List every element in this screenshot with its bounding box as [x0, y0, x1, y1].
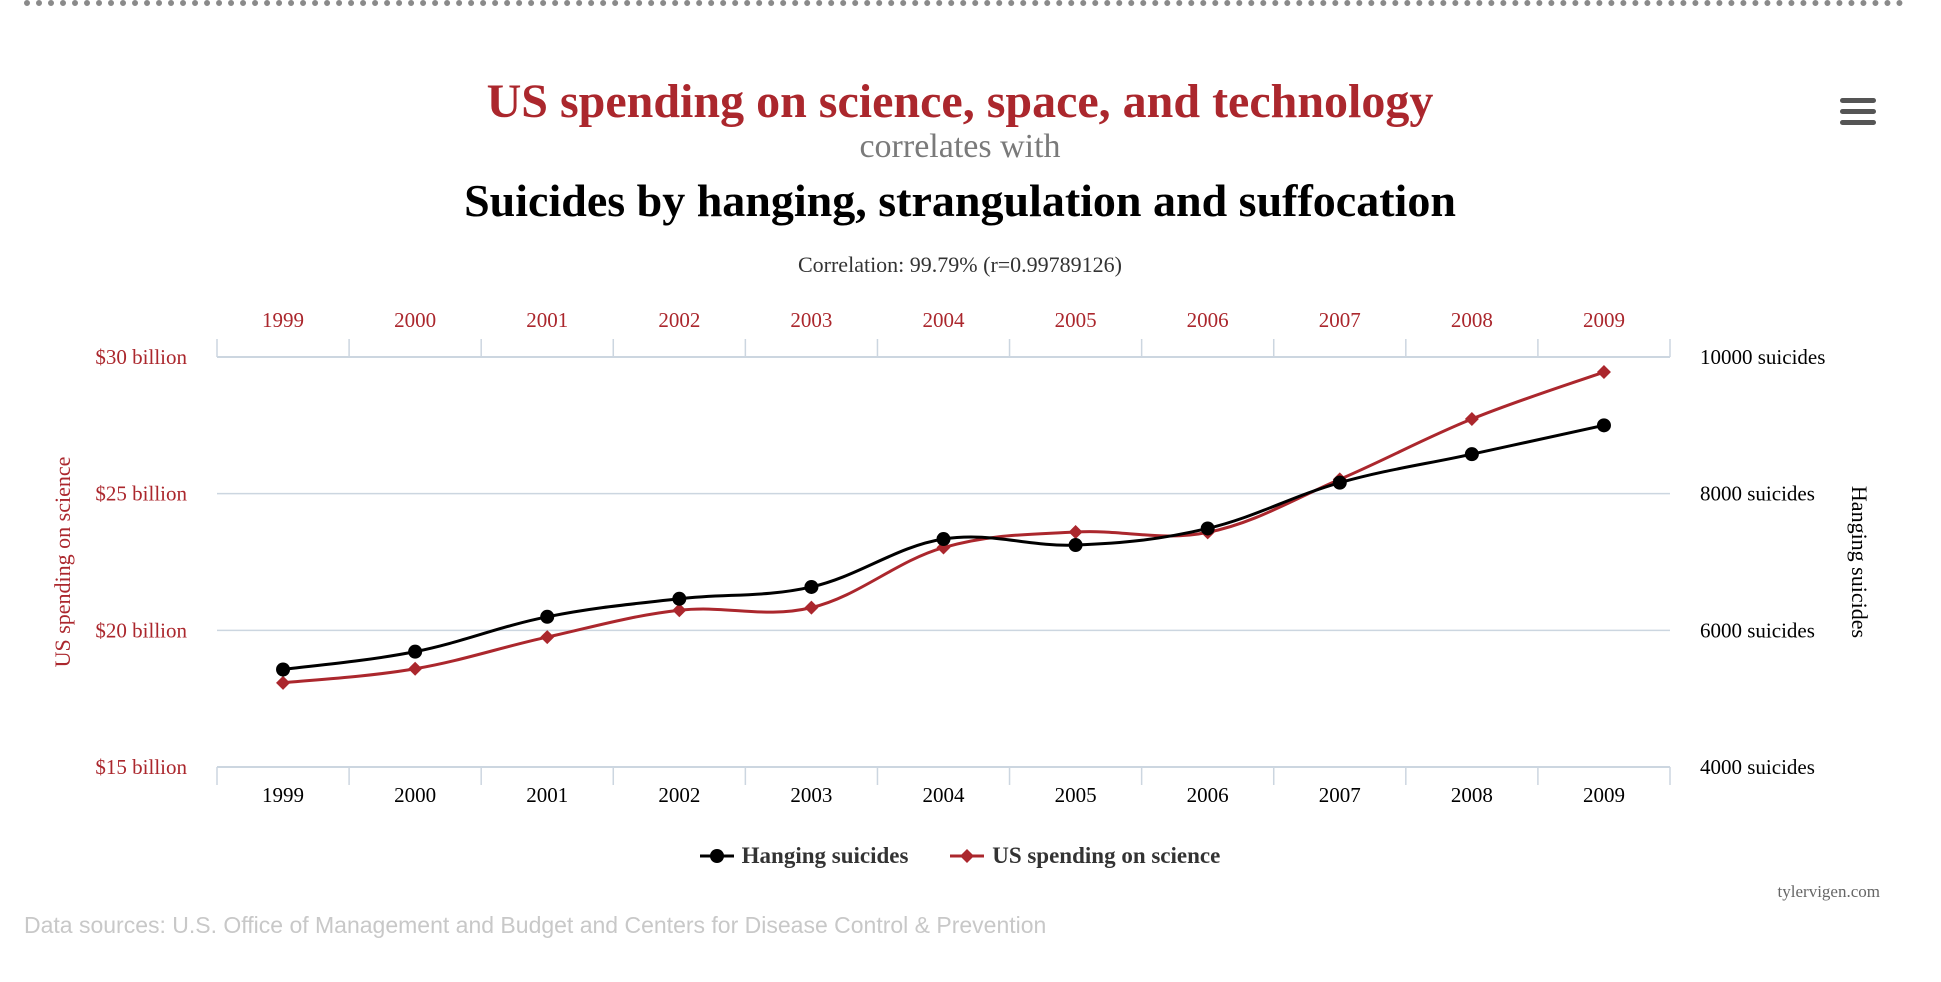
top-x-tick-label: 2009 — [1583, 308, 1625, 332]
bottom-x-tick-label: 2005 — [1055, 783, 1097, 807]
chart-subtitle: Suicides by hanging, strangulation and s… — [464, 175, 1456, 226]
data-point-hanging-suicides — [936, 532, 951, 547]
top-x-tick-label: 2006 — [1187, 308, 1229, 332]
chart-title: US spending on science, space, and techn… — [486, 75, 1434, 128]
correlation-text: Correlation: 99.79% (r=0.99789126) — [797, 252, 1123, 277]
top-x-tick-label: 2005 — [1055, 308, 1097, 332]
right-y-tick-label: 8000 suicides — [1700, 482, 1815, 506]
left-axis-title: US spending on science — [50, 457, 75, 668]
data-point-hanging-suicides — [672, 591, 687, 606]
data-point-hanging-suicides — [276, 662, 291, 677]
chart-legend: Hanging suicides US spending on science — [0, 843, 1920, 870]
left-y-tick-label: $15 billion — [95, 755, 187, 779]
chart-connector: correlates with — [859, 128, 1061, 165]
right-y-tick-label: 10000 suicides — [1700, 345, 1825, 369]
right-axis-title: Hanging suicides — [1847, 486, 1872, 638]
data-point-us-spending — [408, 661, 423, 676]
right-y-tick-label: 6000 suicides — [1700, 618, 1815, 642]
data-point-hanging-suicides — [1068, 538, 1083, 553]
legend-label-hanging-suicides: Hanging suicides — [741, 843, 909, 868]
legend-item-hanging-suicides[interactable]: Hanging suicides — [699, 843, 909, 869]
bottom-x-tick-label: 2006 — [1187, 783, 1229, 807]
data-point-us-spending — [1464, 412, 1479, 427]
data-point-us-spending — [1596, 365, 1611, 380]
legend-circle-marker-icon — [699, 849, 734, 863]
top-x-tick-label: 2000 — [394, 308, 436, 332]
hamburger-menu-icon[interactable] — [1840, 98, 1876, 128]
top-x-tick-label: 2007 — [1319, 308, 1361, 332]
data-point-hanging-suicides — [1200, 521, 1215, 536]
data-point-hanging-suicides — [540, 609, 555, 624]
bottom-x-tick-label: 2008 — [1451, 783, 1493, 807]
bottom-x-tick-label: 2002 — [658, 783, 700, 807]
top-x-tick-label: 2003 — [790, 308, 832, 332]
data-point-us-spending — [672, 603, 687, 618]
series-line-us-spending — [282, 370, 1605, 685]
top-x-tick-label: 2002 — [658, 308, 700, 332]
legend-diamond-marker-icon — [950, 849, 985, 863]
data-sources-text: Data sources: U.S. Office of Management … — [24, 912, 1047, 938]
data-point-us-spending — [1068, 525, 1083, 540]
bottom-x-tick-label: 2001 — [526, 783, 568, 807]
left-y-tick-label: $30 billion — [95, 345, 187, 369]
data-point-us-spending — [804, 600, 819, 615]
left-y-tick-label: $20 billion — [95, 618, 187, 642]
bottom-x-tick-label: 2003 — [790, 783, 832, 807]
data-point-us-spending — [276, 675, 291, 690]
credit-link[interactable]: tylervigen.com — [1777, 882, 1880, 901]
left-y-tick-label: $25 billion — [95, 482, 187, 506]
data-point-hanging-suicides — [804, 579, 819, 594]
data-point-hanging-suicides — [1596, 418, 1611, 433]
top-x-tick-label: 2001 — [526, 308, 568, 332]
data-point-hanging-suicides — [1332, 475, 1347, 490]
data-point-hanging-suicides — [1464, 447, 1479, 462]
top-x-tick-label: 1999 — [262, 308, 304, 332]
legend-item-us-spending[interactable]: US spending on science — [950, 843, 1220, 869]
data-point-us-spending — [540, 630, 555, 645]
top-x-tick-label: 2004 — [923, 308, 966, 332]
top-x-tick-label: 2008 — [1451, 308, 1493, 332]
bottom-x-tick-label: 2004 — [923, 783, 966, 807]
right-y-tick-label: 4000 suicides — [1700, 755, 1815, 779]
data-point-hanging-suicides — [408, 644, 423, 659]
top-dotted-border — [24, 0, 1904, 6]
bottom-x-tick-label: 2000 — [394, 783, 436, 807]
bottom-x-tick-label: 2009 — [1583, 783, 1625, 807]
bottom-x-tick-label: 1999 — [262, 783, 304, 807]
bottom-x-tick-label: 2007 — [1319, 783, 1361, 807]
legend-label-us-spending: US spending on science — [992, 843, 1221, 868]
